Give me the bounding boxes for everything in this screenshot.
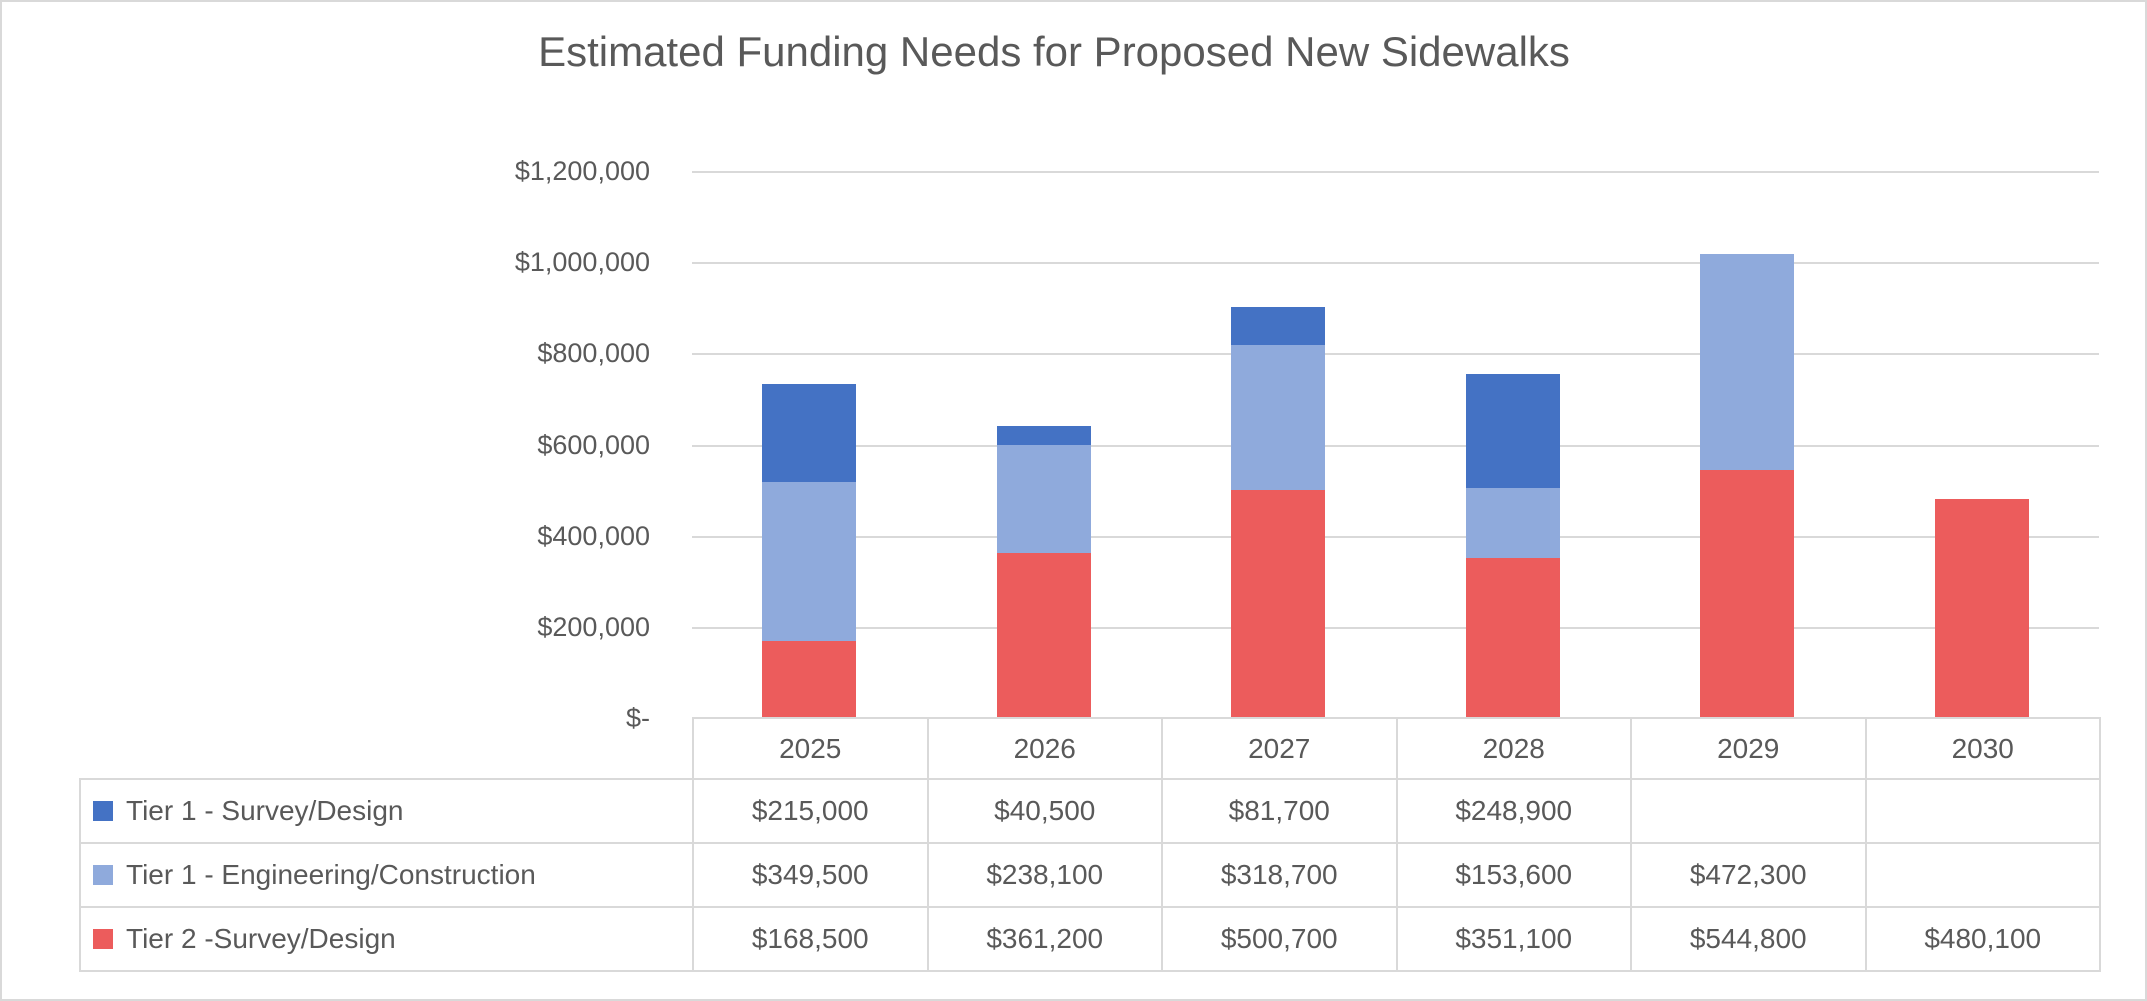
y-axis-tick-label: $1,200,000 [514, 156, 650, 186]
value-cell: $168,500 [692, 906, 929, 972]
bar-segment-2028 [1465, 374, 1560, 488]
legend-swatch-icon [93, 801, 113, 821]
y-axis-tick-label: $- [625, 703, 650, 733]
plot-area [692, 171, 2099, 718]
legend-swatch-icon [93, 865, 113, 885]
value-cell: $544,800 [1630, 906, 1867, 972]
series-name-label: Tier 1 - Engineering/Construction [126, 859, 536, 890]
series-name-label: Tier 1 - Survey/Design [126, 795, 404, 826]
gridline [692, 536, 2099, 538]
bar-segment-2027 [1231, 489, 1326, 718]
gridline [692, 262, 2099, 264]
bar-segment-2026 [996, 553, 1091, 718]
year-header-cell: 2026 [926, 717, 1163, 780]
year-header-cell: 2029 [1630, 717, 1867, 780]
value-cell [1864, 842, 2101, 908]
legend-cell: Tier 1 - Engineering/Construction [79, 842, 694, 908]
bar-segment-2026 [996, 426, 1091, 445]
y-axis-tick-label: $1,000,000 [514, 247, 650, 277]
gridline [692, 171, 2099, 173]
value-cell: $248,900 [1395, 778, 1632, 844]
bar-segment-2025 [762, 383, 857, 482]
bar-segment-2029 [1700, 254, 1795, 470]
year-header-cell: 2025 [692, 717, 929, 780]
gridline [692, 353, 2099, 355]
value-cell: $153,600 [1395, 842, 1632, 908]
bar-segment-2029 [1700, 469, 1795, 718]
legend-swatch-icon [93, 929, 113, 949]
y-axis-tick-label: $800,000 [537, 338, 650, 368]
chart-title: Estimated Funding Needs for Proposed New… [538, 28, 1570, 75]
value-cell: $215,000 [692, 778, 929, 844]
bar-segment-2028 [1465, 488, 1560, 558]
table-row: Tier 1 - Engineering/Construction $349,50… [79, 842, 2101, 908]
bar-segment-2027 [1231, 344, 1326, 490]
value-cell: $349,500 [692, 842, 929, 908]
value-cell: $480,100 [1864, 906, 2101, 972]
value-cell: $472,300 [1630, 842, 1867, 908]
bar-segment-2028 [1465, 558, 1560, 718]
legend-cell: Tier 2 -Survey/Design [79, 906, 694, 972]
value-cell [1864, 778, 2101, 844]
series-name-label: Tier 2 -Survey/Design [126, 923, 396, 954]
value-cell: $351,100 [1395, 906, 1632, 972]
value-cell: $500,700 [1161, 906, 1398, 972]
year-header-cell: 2027 [1161, 717, 1398, 780]
table-row: Tier 2 -Survey/Design $168,500 $361,200 $50… [79, 906, 2101, 972]
value-cell: $40,500 [926, 778, 1163, 844]
gridline [692, 627, 2099, 629]
y-axis-tick-label: $200,000 [537, 612, 650, 642]
bar-segment-2027 [1231, 307, 1326, 345]
value-cell: $81,700 [1161, 778, 1398, 844]
bar-segment-2025 [762, 641, 857, 718]
year-header-cell: 2028 [1395, 717, 1632, 780]
bar-segment-2026 [996, 444, 1091, 554]
table-row: Tier 1 - Survey/Design $215,000 $40,500 $81… [79, 778, 2101, 844]
y-axis-tick-label: $400,000 [537, 521, 650, 551]
bar-segment-2030 [1934, 499, 2029, 718]
value-cell: $238,100 [926, 842, 1163, 908]
value-cell [1630, 778, 1867, 844]
data-table: 2025 2026 2027 2028 2029 2030 Tier 1 - Survey/… [79, 717, 2101, 972]
year-header-cell: 2030 [1864, 717, 2101, 780]
y-axis-tick-label: $600,000 [537, 430, 650, 460]
legend-cell: Tier 1 - Survey/Design [79, 778, 694, 844]
value-cell: $361,200 [926, 906, 1163, 972]
bar-segment-2025 [762, 481, 857, 642]
value-cell: $318,700 [1161, 842, 1398, 908]
gridline [692, 445, 2099, 447]
